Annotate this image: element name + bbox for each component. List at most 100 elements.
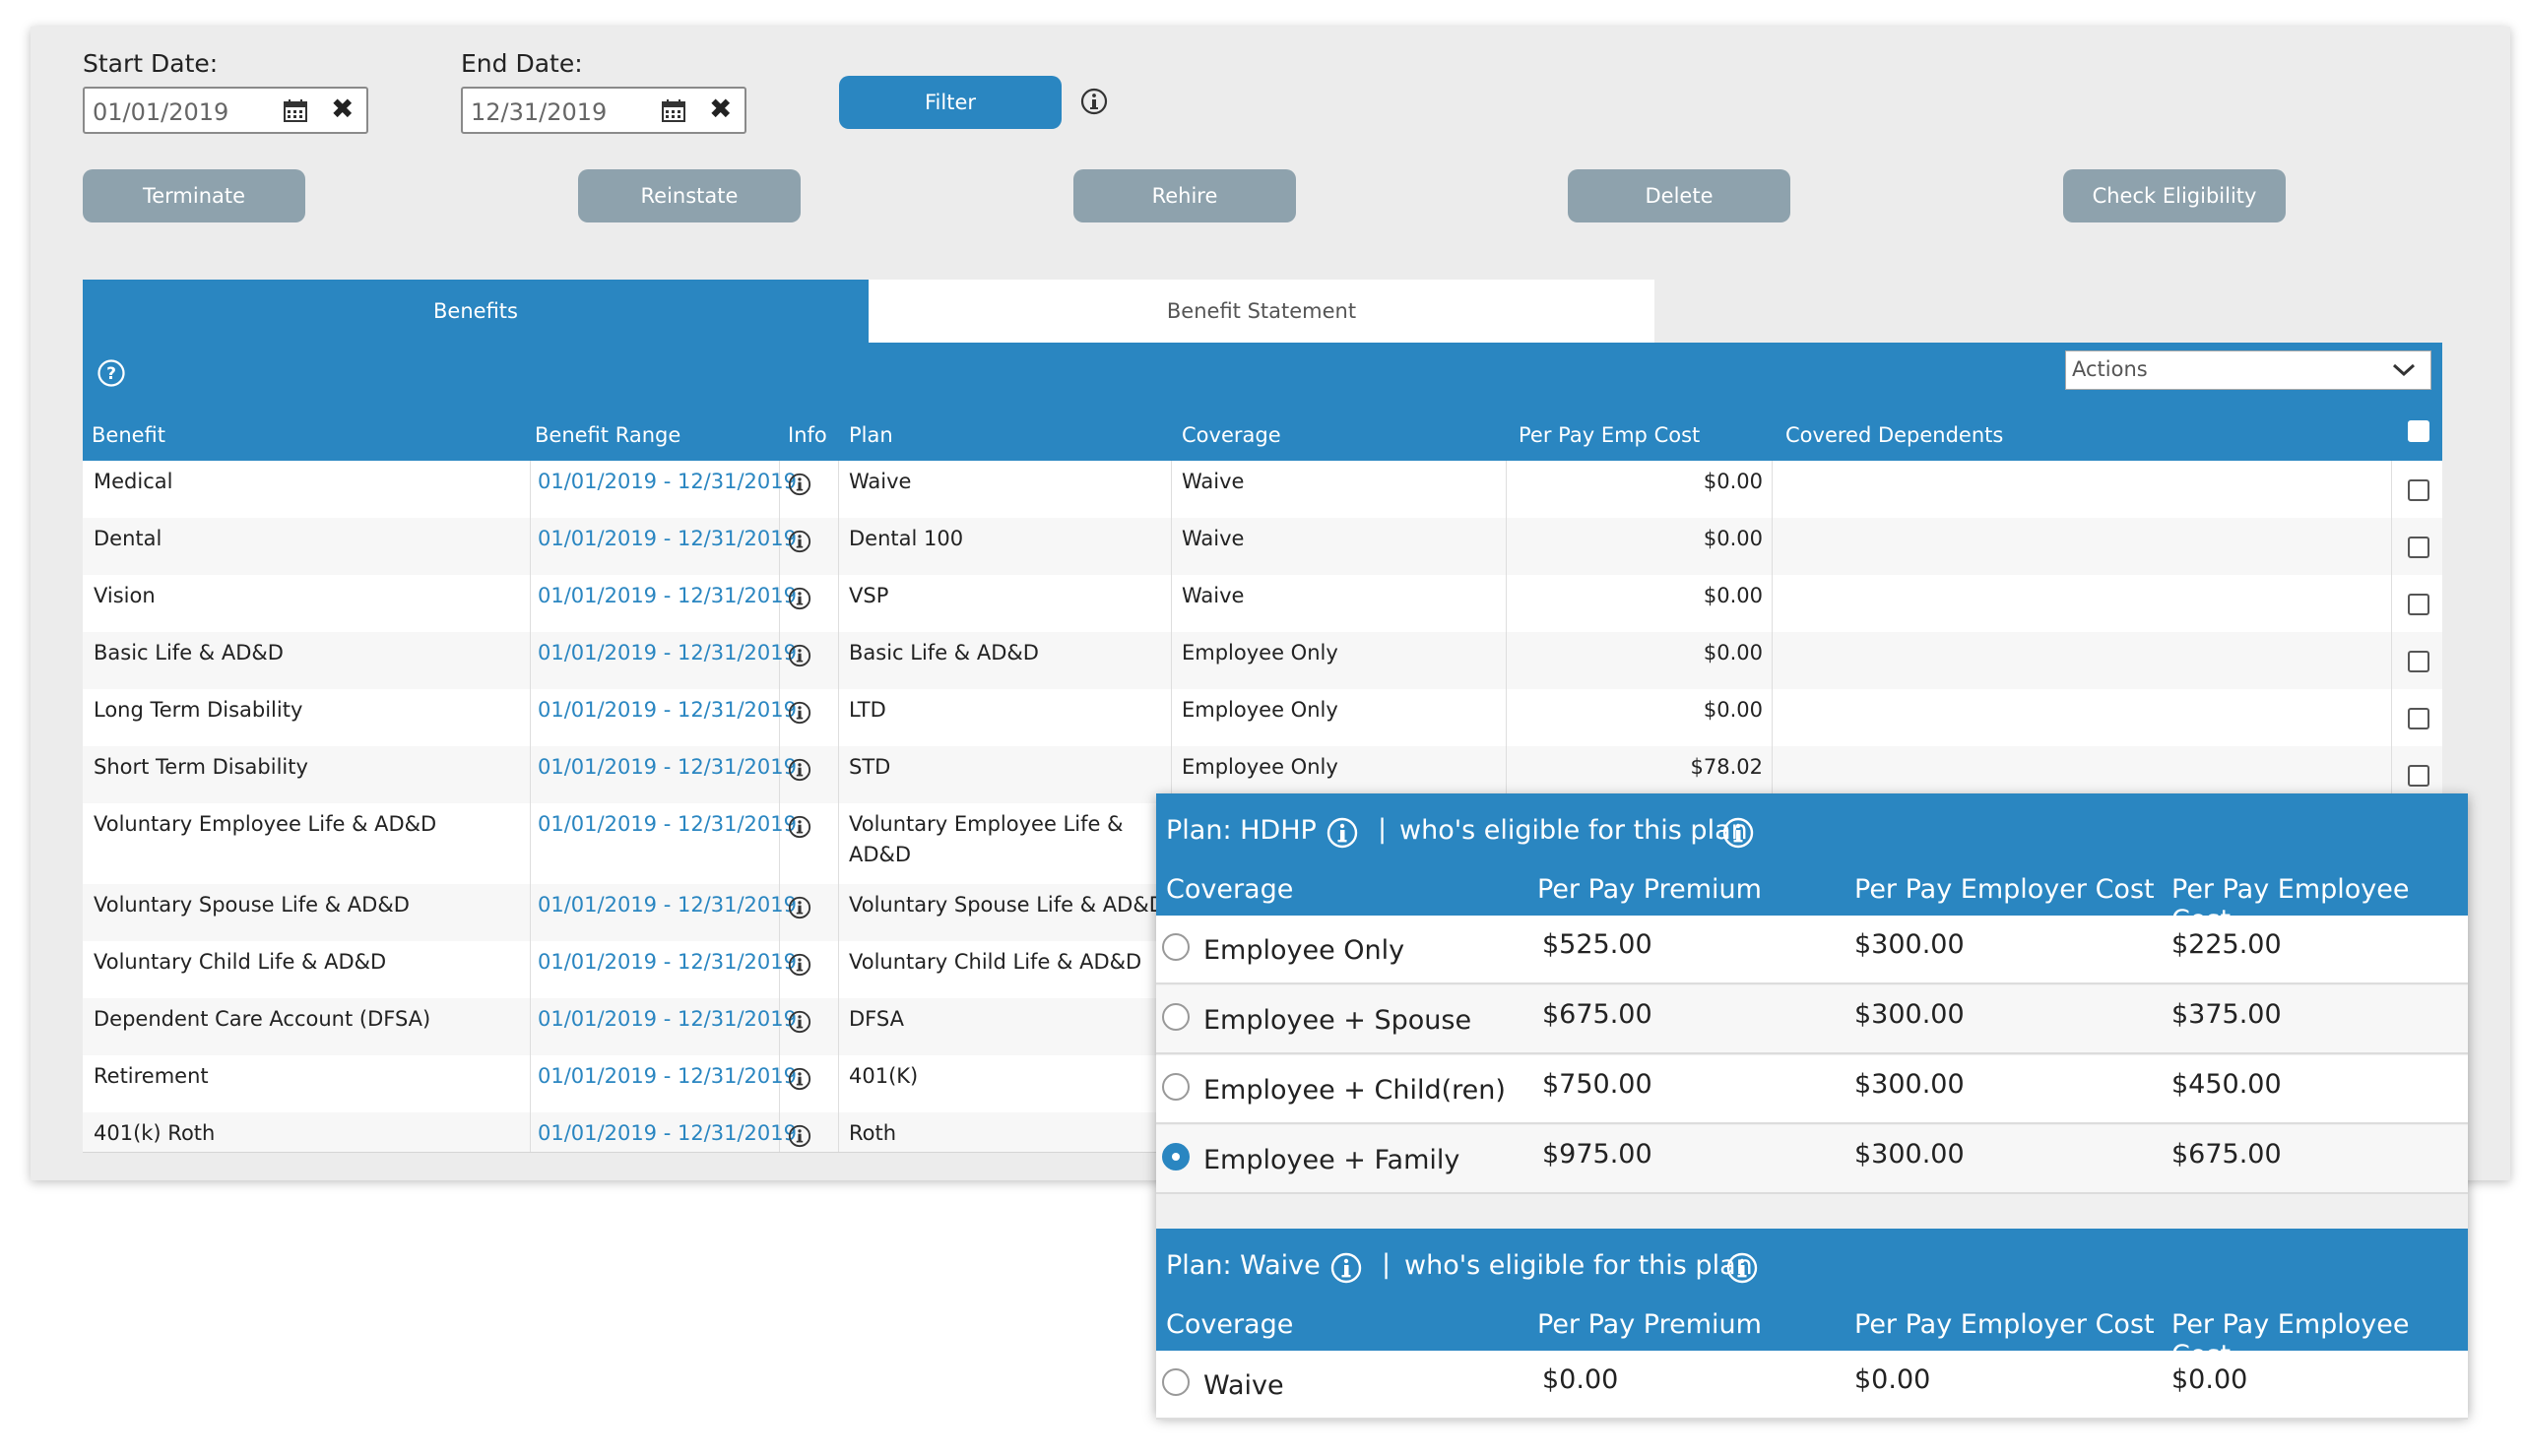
col-header-premium: Per Pay Premium	[1537, 874, 1762, 905]
info-icon[interactable]	[1725, 1251, 1759, 1285]
clear-icon[interactable]: ✖	[709, 93, 733, 125]
plan-name-continued: AD&D	[849, 843, 912, 866]
calendar-icon[interactable]	[661, 97, 686, 123]
reinstate-button[interactable]: Reinstate	[578, 169, 801, 222]
benefit-range-link[interactable]: 01/01/2019 - 12/31/2019	[538, 470, 798, 493]
info-icon[interactable]	[1326, 816, 1359, 850]
table-cell	[83, 803, 531, 884]
tab-benefits[interactable]: Benefits	[83, 280, 869, 343]
coverage-option-label: Employee + Family	[1203, 1145, 1460, 1175]
benefit-range-link[interactable]: 01/01/2019 - 12/31/2019	[538, 584, 798, 607]
table-cell	[780, 575, 839, 632]
check-eligibility-button[interactable]: Check Eligibility	[2063, 169, 2286, 222]
benefit-range-link[interactable]: 01/01/2019 - 12/31/2019	[538, 1007, 798, 1031]
actions-dropdown[interactable]: Actions	[2065, 350, 2431, 390]
info-icon[interactable]	[788, 1067, 811, 1091]
benefit-range-link[interactable]: 01/01/2019 - 12/31/2019	[538, 527, 798, 550]
info-icon[interactable]	[1079, 87, 1109, 116]
row-checkbox[interactable]	[2408, 479, 2429, 501]
plan-option-row[interactable]: Employee + Spouse $675.00 $300.00 $375.00	[1156, 985, 2468, 1054]
select-all-checkbox[interactable]	[2408, 420, 2429, 442]
divider-text: |	[1378, 814, 1388, 845]
benefit-range-link[interactable]: 01/01/2019 - 12/31/2019	[538, 950, 798, 974]
svg-text:?: ?	[106, 364, 116, 384]
info-icon[interactable]	[788, 1010, 811, 1034]
table-cell	[531, 689, 780, 746]
tab-benefit-statement[interactable]: Benefit Statement	[869, 280, 1654, 343]
info-icon[interactable]	[788, 815, 811, 839]
filter-button[interactable]: Filter	[839, 76, 1062, 129]
plan-option-row[interactable]: Employee + Family $975.00 $300.00 $675.00	[1156, 1125, 2468, 1194]
info-icon[interactable]	[788, 644, 811, 667]
plan-option-row[interactable]: Employee Only $525.00 $300.00 $225.00	[1156, 916, 2468, 984]
benefit-range-link[interactable]: 01/01/2019 - 12/31/2019	[538, 1121, 798, 1145]
per-pay-premium: $975.00	[1542, 1139, 1652, 1170]
col-header-dependents: Covered Dependents	[1785, 423, 2004, 447]
benefit-range-link[interactable]: 01/01/2019 - 12/31/2019	[538, 812, 798, 836]
coverage-radio[interactable]	[1162, 1003, 1190, 1031]
info-icon[interactable]	[788, 473, 811, 496]
end-date-input[interactable]: 12/31/2019 ✖	[461, 87, 746, 134]
terminate-button[interactable]: Terminate	[83, 169, 305, 222]
start-date-input[interactable]: 01/01/2019 ✖	[83, 87, 368, 134]
info-icon[interactable]	[1721, 816, 1755, 850]
table-cell	[531, 746, 780, 803]
plan-name: Dental 100	[849, 527, 964, 550]
info-icon[interactable]	[1329, 1251, 1363, 1285]
calendar-icon[interactable]	[283, 97, 308, 123]
plan-option-row[interactable]: Waive $0.00 $0.00 $0.00	[1156, 1351, 2468, 1420]
coverage-radio[interactable]	[1162, 1368, 1190, 1396]
table-cell	[531, 1055, 780, 1112]
benefit-name: Voluntary Spouse Life & AD&D	[94, 893, 410, 917]
info-icon[interactable]	[788, 530, 811, 553]
info-icon[interactable]	[788, 701, 811, 725]
help-icon[interactable]: ?	[97, 358, 126, 388]
row-checkbox[interactable]	[2408, 594, 2429, 615]
table-cell	[83, 884, 531, 941]
plan-title: Plan: Waive	[1166, 1250, 1321, 1281]
table-row[interactable]: Medical 01/01/2019 - 12/31/2019 Waive Waive…	[83, 461, 2442, 519]
info-icon[interactable]	[788, 1124, 811, 1148]
delete-button[interactable]: Delete	[1568, 169, 1790, 222]
row-checkbox[interactable]	[2408, 708, 2429, 729]
coverage-radio[interactable]	[1162, 1143, 1190, 1171]
row-checkbox[interactable]	[2408, 651, 2429, 672]
eligibility-link[interactable]: who's eligible for this plan	[1404, 1250, 1753, 1281]
table-row[interactable]: Dental 01/01/2019 - 12/31/2019 Dental 100 W…	[83, 518, 2442, 576]
benefit-range-link[interactable]: 01/01/2019 - 12/31/2019	[538, 755, 798, 779]
col-header-range: Benefit Range	[535, 423, 681, 447]
benefit-range-link[interactable]: 01/01/2019 - 12/31/2019	[538, 893, 798, 917]
table-cell	[531, 884, 780, 941]
coverage-radio[interactable]	[1162, 933, 1190, 961]
benefit-range-link[interactable]: 01/01/2019 - 12/31/2019	[538, 698, 798, 722]
table-cell	[839, 746, 1172, 803]
rehire-button[interactable]: Rehire	[1073, 169, 1296, 222]
row-checkbox[interactable]	[2408, 765, 2429, 787]
clear-icon[interactable]: ✖	[331, 93, 355, 125]
table-cell	[1172, 746, 1507, 803]
per-pay-cost: $0.00	[1703, 527, 1763, 550]
eligibility-link[interactable]: who's eligible for this plan	[1399, 815, 1748, 846]
table-cell	[780, 998, 839, 1055]
table-cell	[780, 884, 839, 941]
per-pay-employee-cost: $675.00	[2171, 1139, 2282, 1170]
table-row[interactable]: Basic Life & AD&D 01/01/2019 - 12/31/2019…	[83, 632, 2442, 690]
table-row[interactable]: Vision 01/01/2019 - 12/31/2019 VSP Waive $0.…	[83, 575, 2442, 633]
info-icon[interactable]	[788, 587, 811, 610]
table-cell	[1773, 689, 2392, 746]
plan-option-row[interactable]: Employee + Child(ren) $750.00 $300.00 $450.…	[1156, 1055, 2468, 1124]
coverage-radio[interactable]	[1162, 1073, 1190, 1101]
info-icon[interactable]	[788, 896, 811, 919]
info-icon[interactable]	[788, 953, 811, 977]
benefit-range-link[interactable]: 01/01/2019 - 12/31/2019	[538, 1064, 798, 1088]
table-cell	[1507, 689, 1773, 746]
row-checkbox[interactable]	[2408, 537, 2429, 558]
info-icon[interactable]	[788, 758, 811, 782]
start-date-value: 01/01/2019	[93, 98, 229, 126]
table-row[interactable]: Long Term Disability 01/01/2019 - 12/31/2…	[83, 689, 2442, 747]
plan-name: DFSA	[849, 1007, 904, 1031]
benefit-range-link[interactable]: 01/01/2019 - 12/31/2019	[538, 641, 798, 665]
col-header-employer-cost: Per Pay Employer Cost	[1854, 874, 2155, 905]
table-cell	[780, 746, 839, 803]
benefit-name: Basic Life & AD&D	[94, 641, 284, 665]
